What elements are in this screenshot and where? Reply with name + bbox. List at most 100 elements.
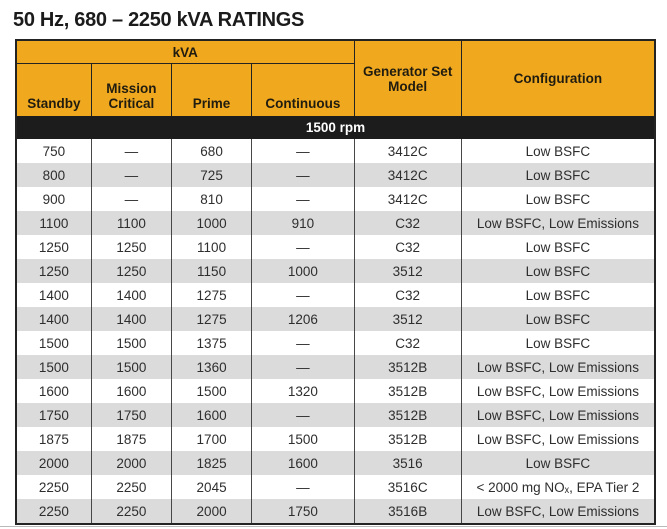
table-row: 1400 1400 1275— C32 Low BSFC: [16, 283, 655, 307]
table-row: 1600 1600 1500 1320 3512B Low BSFC, Low Emiss…: [16, 379, 655, 403]
table-cell: 1100: [170, 235, 252, 259]
table-cell: 3516B: [353, 499, 462, 524]
table-body: 750—680—3412C Low BSFC 800—725—3412C Low BS…: [16, 139, 655, 524]
table-cell: Low BSFC, Low Emissions: [460, 427, 655, 451]
table-row: 1250 1250 1150 1000 3512 Low BSFC: [16, 259, 655, 283]
table-row: 1500 1500 1360—3512B Low BSFC, Low Emission…: [16, 355, 655, 379]
table-cell: 1875: [90, 427, 172, 451]
table-cell: Low BSFC, Low Emissions: [460, 355, 655, 379]
col-header-prime: Prime: [170, 63, 252, 116]
table-cell: 1600: [16, 379, 92, 403]
table-cell: 1750: [16, 403, 92, 427]
table-cell: 3512B: [353, 427, 462, 451]
table-row: 2250 2250 2045—3516C < 2000 mg NOₓ, EPA Tie…: [16, 475, 655, 499]
table-cell: Low BSFC: [460, 331, 655, 355]
table-cell: < 2000 mg NOₓ, EPA Tier 2: [460, 475, 655, 499]
table-cell: 1250: [90, 259, 172, 283]
rpm-band: 1500 rpm: [16, 116, 655, 139]
table-cell: Low BSFC: [460, 451, 655, 475]
table-cell: 1400: [16, 283, 92, 307]
table-cell: 2250: [90, 475, 172, 499]
table-cell: —: [251, 331, 355, 355]
table-cell: 1500: [16, 331, 92, 355]
table-cell: —: [90, 163, 172, 187]
table-cell: 1500: [170, 379, 252, 403]
table-cell: 1600: [170, 403, 252, 427]
table-cell: 750: [16, 139, 92, 163]
table-cell: 3512B: [353, 403, 462, 427]
table-cell: 1360: [170, 355, 252, 379]
table-cell: —: [251, 235, 355, 259]
table-cell: 1700: [170, 427, 252, 451]
table-cell: 3512: [353, 259, 462, 283]
table-cell: 3512B: [353, 379, 462, 403]
table-cell: 1150: [170, 259, 252, 283]
table-cell: 810: [170, 187, 252, 211]
table-cell: 1375: [170, 331, 252, 355]
table-cell: —: [251, 355, 355, 379]
kva-group-header: kVA: [16, 40, 355, 64]
table-cell: 725: [170, 163, 252, 187]
table-cell: 3512: [353, 307, 462, 331]
table-cell: C32: [353, 331, 462, 355]
table-cell: 1750: [90, 403, 172, 427]
table-cell: 2000: [16, 451, 92, 475]
table-row: 2000 2000 1825 1600 3516 Low BSFC: [16, 451, 655, 475]
table-row: 1100 1100 1000 910 C32 Low BSFC, Low Emission…: [16, 211, 655, 235]
table-row: 1400 1400 1275 1206 3512 Low BSFC: [16, 307, 655, 331]
table-cell: 1400: [90, 307, 172, 331]
table-cell: 3412C: [353, 139, 462, 163]
table-row: 2250 2250 2000 1750 3516B Low BSFC, Low Emiss…: [16, 499, 655, 524]
table-cell: Low BSFC: [460, 139, 655, 163]
table-cell: Low BSFC, Low Emissions: [460, 499, 655, 524]
table-cell: 1250: [90, 235, 172, 259]
table-cell: 1320: [251, 379, 355, 403]
page-divider: [0, 526, 667, 527]
table-cell: 1000: [170, 211, 252, 235]
col-header-mission-critical: Mission Critical: [90, 63, 172, 116]
table-cell: —: [251, 163, 355, 187]
table-cell: 3412C: [353, 163, 462, 187]
table-cell: C32: [353, 235, 462, 259]
table-cell: 1400: [16, 307, 92, 331]
table-cell: 1206: [251, 307, 355, 331]
table-cell: 900: [16, 187, 92, 211]
table-row: 1250 1250 1100— C32 Low BSFC: [16, 235, 655, 259]
table-cell: Low BSFC, Low Emissions: [460, 211, 655, 235]
table-cell: Low BSFC, Low Emissions: [460, 403, 655, 427]
table-cell: 1100: [16, 211, 92, 235]
table-cell: 2045: [170, 475, 252, 499]
table-cell: 1000: [251, 259, 355, 283]
table-cell: 910: [251, 211, 355, 235]
table-cell: 2250: [90, 499, 172, 524]
table-cell: 1275: [170, 307, 252, 331]
table-cell: —: [251, 403, 355, 427]
table-cell: Low BSFC: [460, 163, 655, 187]
table-cell: —: [251, 139, 355, 163]
table-cell: 1500: [251, 427, 355, 451]
table-cell: 1750: [251, 499, 355, 524]
table-cell: 3516: [353, 451, 462, 475]
table-row: 1500 1500 1375— C32 Low BSFC: [16, 331, 655, 355]
table-cell: 3412C: [353, 187, 462, 211]
table-cell: —: [251, 475, 355, 499]
table-cell: 1250: [16, 235, 92, 259]
table-cell: 1250: [16, 259, 92, 283]
table-cell: —: [251, 283, 355, 307]
table-cell: 1875: [16, 427, 92, 451]
table-cell: Low BSFC: [460, 259, 655, 283]
ratings-table: kVA Generator Set Model Configuration St…: [15, 39, 656, 525]
col-header-configuration: Configuration: [460, 40, 655, 116]
table-row: 750—680—3412C Low BSFC: [16, 139, 655, 163]
table-cell: 2000: [90, 451, 172, 475]
table-cell: 800: [16, 163, 92, 187]
table-cell: C32: [353, 211, 462, 235]
table-cell: 1500: [90, 355, 172, 379]
table-cell: —: [251, 187, 355, 211]
table-row: 1875 1875 1700 1500 3512B Low BSFC, Low Emiss…: [16, 427, 655, 451]
table-cell: 3512B: [353, 355, 462, 379]
table-row: 800—725—3412C Low BSFC: [16, 163, 655, 187]
col-header-standby: Standby: [16, 63, 92, 116]
table-cell: 1500: [16, 355, 92, 379]
table-cell: 1600: [251, 451, 355, 475]
